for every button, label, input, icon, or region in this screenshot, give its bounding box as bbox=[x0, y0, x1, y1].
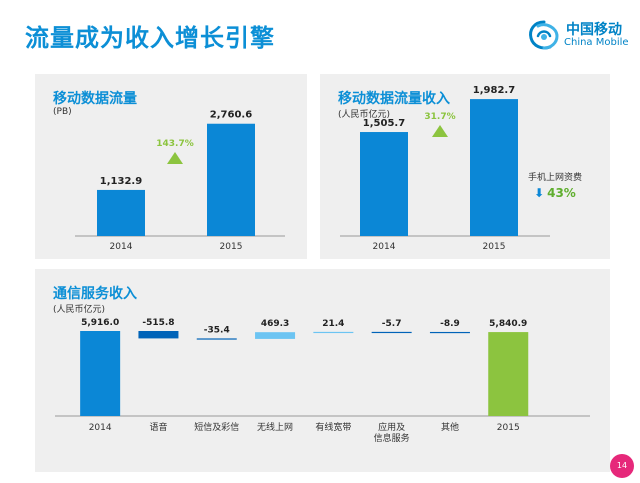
bar-2015 bbox=[207, 123, 255, 236]
page-number-badge: 14 bbox=[610, 454, 634, 478]
china-mobile-logo-icon bbox=[529, 20, 559, 50]
tariff-note-text: 手机上网资费 bbox=[528, 173, 583, 183]
data-label-2014: 5,916.0 bbox=[81, 318, 119, 328]
data-label-2014: 1,132.9 bbox=[100, 176, 142, 187]
data-label-2015: 5,840.9 bbox=[489, 319, 527, 329]
traffic-chart-unit: (PB) bbox=[53, 107, 72, 117]
bar-有线宽带 bbox=[313, 331, 354, 334]
growth-label: 143.7% bbox=[156, 139, 194, 149]
tick-label-有线宽带: 有线宽带 bbox=[315, 421, 351, 433]
tick-label-应用及信息服务-line-2: 信息服务 bbox=[374, 432, 410, 444]
tick-label-2014: 2014 bbox=[373, 242, 396, 252]
data-label-2014: 1,505.7 bbox=[363, 118, 405, 129]
bar-应用及信息服务 bbox=[371, 331, 412, 334]
tick-label-2015: 2015 bbox=[483, 242, 506, 252]
traffic-chart-title: 移动数据流量 bbox=[53, 91, 137, 107]
bar-短信及彩信 bbox=[196, 338, 237, 340]
traffic-panel: 移动数据流量 (PB) 1,132.9 2014 2,760.6 2015 143.7% bbox=[35, 74, 307, 259]
tick-label-2015: 2015 bbox=[497, 423, 520, 433]
traffic-chart: 1,132.9 2014 2,760.6 2015 143.7% bbox=[75, 110, 285, 252]
bar-2015 bbox=[470, 99, 518, 236]
telecom-revenue-chart: 5,916.0 2014 -515.8 语音 -35.4 短信及彩信 469.3 无线上网 21… bbox=[55, 318, 590, 444]
telecom-revenue-chart-unit: (人民币亿元) bbox=[53, 305, 106, 315]
data-label-其他: -8.9 bbox=[440, 319, 460, 329]
bar-无线上网 bbox=[255, 332, 296, 339]
bar-其他 bbox=[429, 331, 470, 334]
bar-语音 bbox=[138, 331, 179, 339]
down-arrow-icon: ⬇ bbox=[534, 186, 545, 200]
tick-label-无线上网: 无线上网 bbox=[257, 421, 293, 433]
tick-label-应用及信息服务-line-1: 应用及 bbox=[378, 421, 405, 433]
bar-2014 bbox=[97, 189, 145, 236]
data-label-语音: -515.8 bbox=[142, 318, 174, 328]
logo-english: China Mobile bbox=[564, 37, 629, 48]
data-label-有线宽带: 21.4 bbox=[322, 319, 344, 329]
data-label-短信及彩信: -35.4 bbox=[204, 325, 230, 335]
traffic-revenue-chart-title: 移动数据流量收入 bbox=[338, 91, 450, 107]
tick-label-2014: 2014 bbox=[89, 423, 112, 433]
growth-label: 31.7% bbox=[424, 112, 455, 122]
page-title: 流量成为收入增长引擎 bbox=[25, 24, 275, 52]
data-label-应用及信息服务: -5.7 bbox=[382, 319, 402, 329]
bar-2015 bbox=[488, 332, 529, 416]
china-mobile-logo: 中国移动 China Mobile bbox=[526, 16, 629, 56]
tick-label-2015: 2015 bbox=[220, 242, 243, 252]
tick-label-短信及彩信: 短信及彩信 bbox=[194, 421, 239, 433]
tariff-note: 手机上网资费 ⬇ 43% bbox=[528, 170, 582, 200]
tick-label-2014: 2014 bbox=[110, 242, 133, 252]
traffic-revenue-panel: 移动数据流量收入 (人民币亿元) 1,505.7 2014 1,982.7 2015 3… bbox=[320, 74, 610, 259]
growth-up-triangle-icon bbox=[432, 125, 448, 137]
data-label-2015: 1,982.7 bbox=[473, 85, 515, 96]
telecom-revenue-panel: 通信服务收入 (人民币亿元) 5,916.0 2014 -515.8 语音 -35.4 短… bbox=[35, 269, 610, 472]
data-label-2015: 2,760.6 bbox=[210, 110, 252, 121]
data-label-无线上网: 469.3 bbox=[261, 319, 289, 329]
tick-label-其他: 其他 bbox=[441, 421, 459, 433]
bar-2014 bbox=[80, 331, 121, 416]
tariff-note-value: 43% bbox=[547, 186, 576, 200]
telecom-revenue-chart-title: 通信服务收入 bbox=[53, 286, 137, 302]
bar-2014 bbox=[360, 132, 408, 236]
tick-label-语音: 语音 bbox=[149, 421, 167, 433]
traffic-revenue-chart-unit: (人民币亿元) bbox=[338, 110, 391, 120]
logo-chinese: 中国移动 bbox=[566, 22, 622, 38]
traffic-revenue-chart: 1,505.7 2014 1,982.7 2015 31.7% bbox=[340, 85, 550, 252]
growth-up-triangle-icon bbox=[167, 152, 183, 164]
